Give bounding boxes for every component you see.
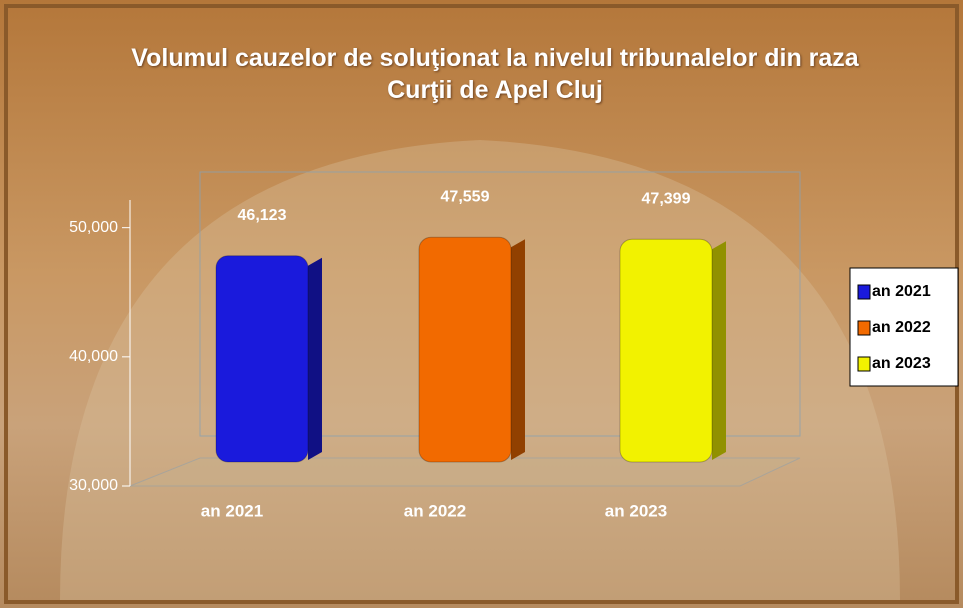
legend-label: an 2021 [872, 283, 931, 300]
bar [419, 237, 511, 462]
y-tick-label: 30,000 [69, 477, 118, 494]
y-tick-label: 40,000 [69, 348, 118, 365]
legend-swatch [858, 321, 870, 335]
bar [216, 256, 308, 462]
value-label: 47,559 [441, 188, 490, 205]
y-tick-label: 50,000 [69, 219, 118, 236]
value-label: 47,399 [642, 190, 691, 207]
bar-side [712, 241, 726, 460]
chart-title: Volumul cauzelor de soluţionat la nivelu… [100, 42, 890, 106]
bar-side [511, 239, 525, 460]
bar-side [308, 258, 322, 460]
x-tick-label: an 2022 [404, 501, 466, 520]
legend-swatch [858, 285, 870, 299]
x-tick-label: an 2021 [201, 501, 263, 520]
legend-label: an 2023 [872, 355, 931, 372]
chart: 30,000 40,000 50,000 an 2021 an 2022 an 2023 4… [0, 0, 963, 608]
legend-swatch [858, 357, 870, 371]
x-tick-label: an 2023 [605, 501, 667, 520]
legend-label: an 2022 [872, 319, 931, 336]
bar [620, 239, 712, 462]
value-label: 46,123 [238, 207, 287, 224]
